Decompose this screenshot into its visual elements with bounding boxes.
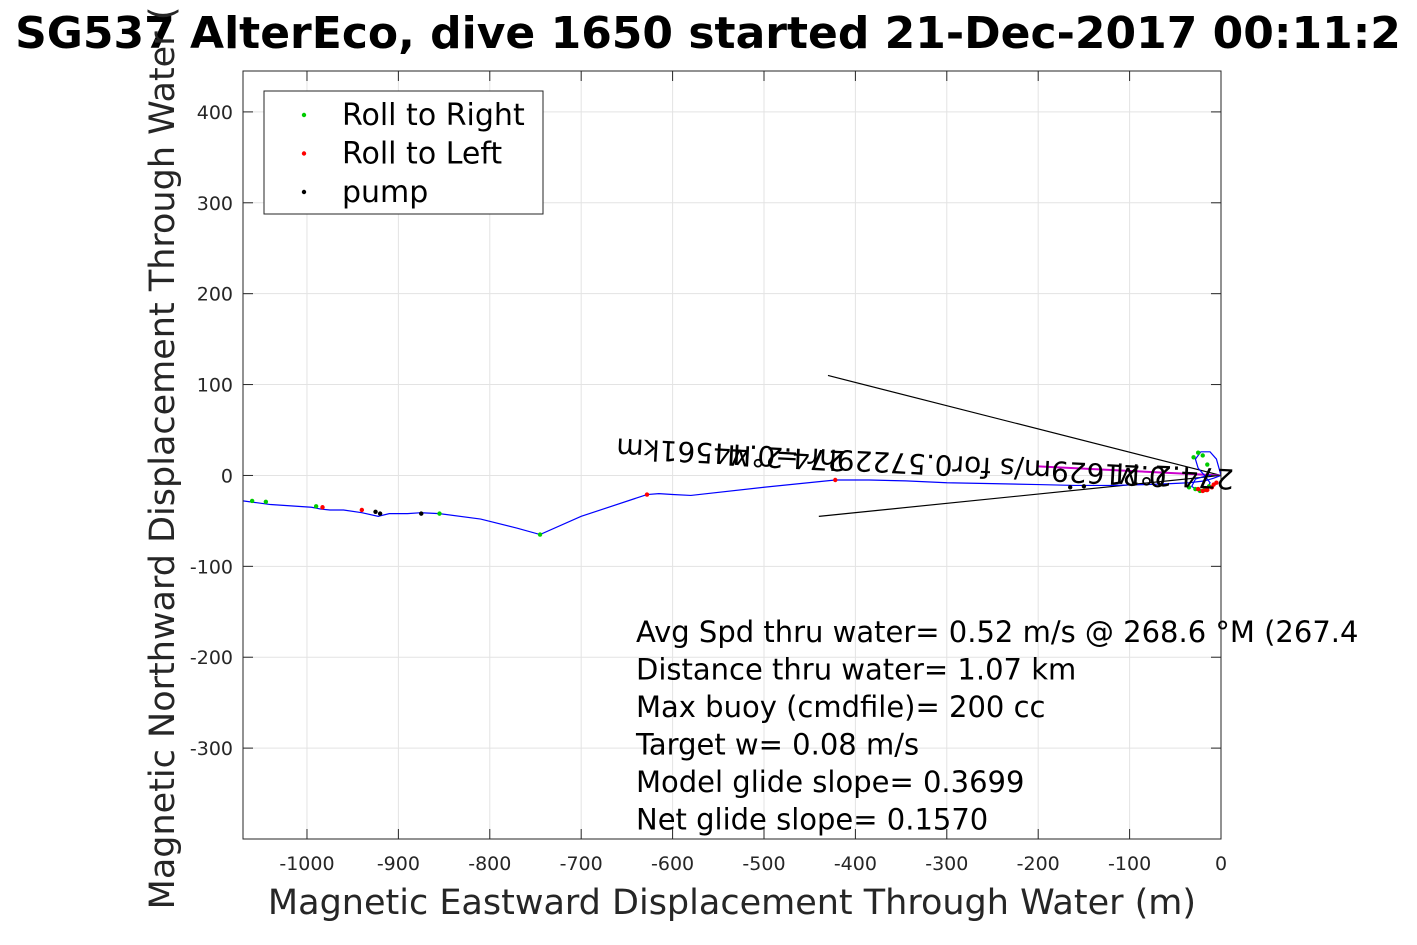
- legend-box: [263, 90, 544, 215]
- roll-left-point: [644, 492, 650, 497]
- roll-left-point: [359, 507, 365, 513]
- roll-right-point: [263, 499, 269, 505]
- x-tick-label: -100: [1108, 853, 1151, 875]
- x-tick-label: -800: [468, 853, 511, 875]
- heading-labels: 0.21629m/s for0.57229hr =0.44561km274.2°…: [615, 431, 1234, 495]
- legend-marker: [301, 151, 307, 156]
- roll-right-point: [537, 532, 543, 537]
- legend-label: Roll to Right: [342, 98, 525, 133]
- y-tick-label: 400: [197, 102, 233, 124]
- roll-right-point: [1200, 453, 1205, 458]
- x-tick-label: -200: [1017, 853, 1060, 875]
- roll-right-point: [1205, 462, 1210, 467]
- annotation-line: Target w= 0.08 m/s: [635, 728, 919, 762]
- roll-left-point: [1204, 487, 1209, 493]
- roll-right-point: [1191, 455, 1196, 460]
- x-tick-label: 0: [1215, 853, 1227, 875]
- axes-box: [242, 70, 1222, 840]
- heading-line: [1038, 465, 1222, 477]
- pump-point: [1067, 485, 1073, 490]
- x-tick-label: -1000: [279, 853, 334, 875]
- legend-label: Roll to Left: [342, 137, 502, 172]
- y-tick-label: 0: [221, 465, 233, 487]
- x-tick-label: -700: [560, 853, 603, 875]
- roll-left-point: [1211, 482, 1216, 487]
- x-tick-label: -600: [651, 853, 694, 875]
- roll-right-point: [1195, 450, 1201, 455]
- plot-area: [242, 374, 1222, 537]
- chart-title: SG537 AlterEco, dive 1650 started 21-Dec…: [15, 8, 1401, 59]
- y-axis-label: Magnetic Northward Displacement Through …: [143, 7, 183, 910]
- annotation-line: Max buoy (cmdfile)= 200 cc: [636, 690, 1045, 724]
- roll-right-point: [437, 511, 442, 516]
- cone-line: [818, 474, 1222, 517]
- y-tick-label: -200: [190, 647, 233, 669]
- roll-right-point: [313, 504, 319, 509]
- x-axis-label: Magnetic Eastward Displacement Through W…: [268, 883, 1196, 923]
- roll-left-point: [320, 505, 325, 510]
- ticks: [243, 71, 1222, 839]
- y-tick-label: 100: [197, 375, 233, 397]
- x-tick-label: -400: [834, 853, 877, 875]
- heading-label: 274.2°M: [726, 438, 846, 477]
- heading-label: 274.2°M: [1115, 456, 1235, 495]
- roll-right-point: [249, 498, 255, 504]
- x-tick-label: -900: [377, 853, 420, 875]
- pump-point: [1081, 484, 1087, 489]
- roll-left-point: [833, 477, 838, 483]
- track-line: [242, 474, 1222, 536]
- legend-marker: [301, 189, 307, 195]
- pump-point: [377, 511, 383, 516]
- x-tick-labels: -1000 -900 -800 -700 -600 -500 -400 -300 -200 -10…: [279, 853, 1227, 875]
- annotation-line: Distance thru water= 1.07 km: [636, 653, 1076, 687]
- track-loop: [1190, 451, 1222, 492]
- legend-marker: [301, 112, 307, 118]
- x-tick-label: -500: [742, 853, 785, 875]
- stats-annotations: Avg Spd thru water= 0.52 m/s @ 268.6 °M …: [635, 615, 1358, 837]
- x-tick-label: -300: [925, 853, 968, 875]
- pump-point: [419, 511, 424, 516]
- roll-right-point: [1186, 485, 1192, 490]
- y-tick-labels: -300 -200 -100 0 100 200 300 400: [190, 102, 233, 760]
- pump-point: [373, 509, 378, 515]
- y-tick-label: -300: [190, 738, 233, 760]
- annotation-line: Model glide slope= 0.3699: [636, 765, 1024, 799]
- roll-left-point: [1200, 488, 1205, 494]
- cone-line: [827, 374, 1222, 477]
- annotation-line: Avg Spd thru water= 0.52 m/s @ 268.6 °M …: [636, 615, 1358, 649]
- y-tick-label: -100: [190, 556, 233, 578]
- roll-left-point: [1195, 486, 1201, 492]
- legend-label: pump: [342, 175, 428, 210]
- y-tick-label: 300: [197, 193, 233, 215]
- annotation-line: Net glide slope= 0.1570: [636, 803, 988, 837]
- y-tick-label: 200: [197, 284, 233, 306]
